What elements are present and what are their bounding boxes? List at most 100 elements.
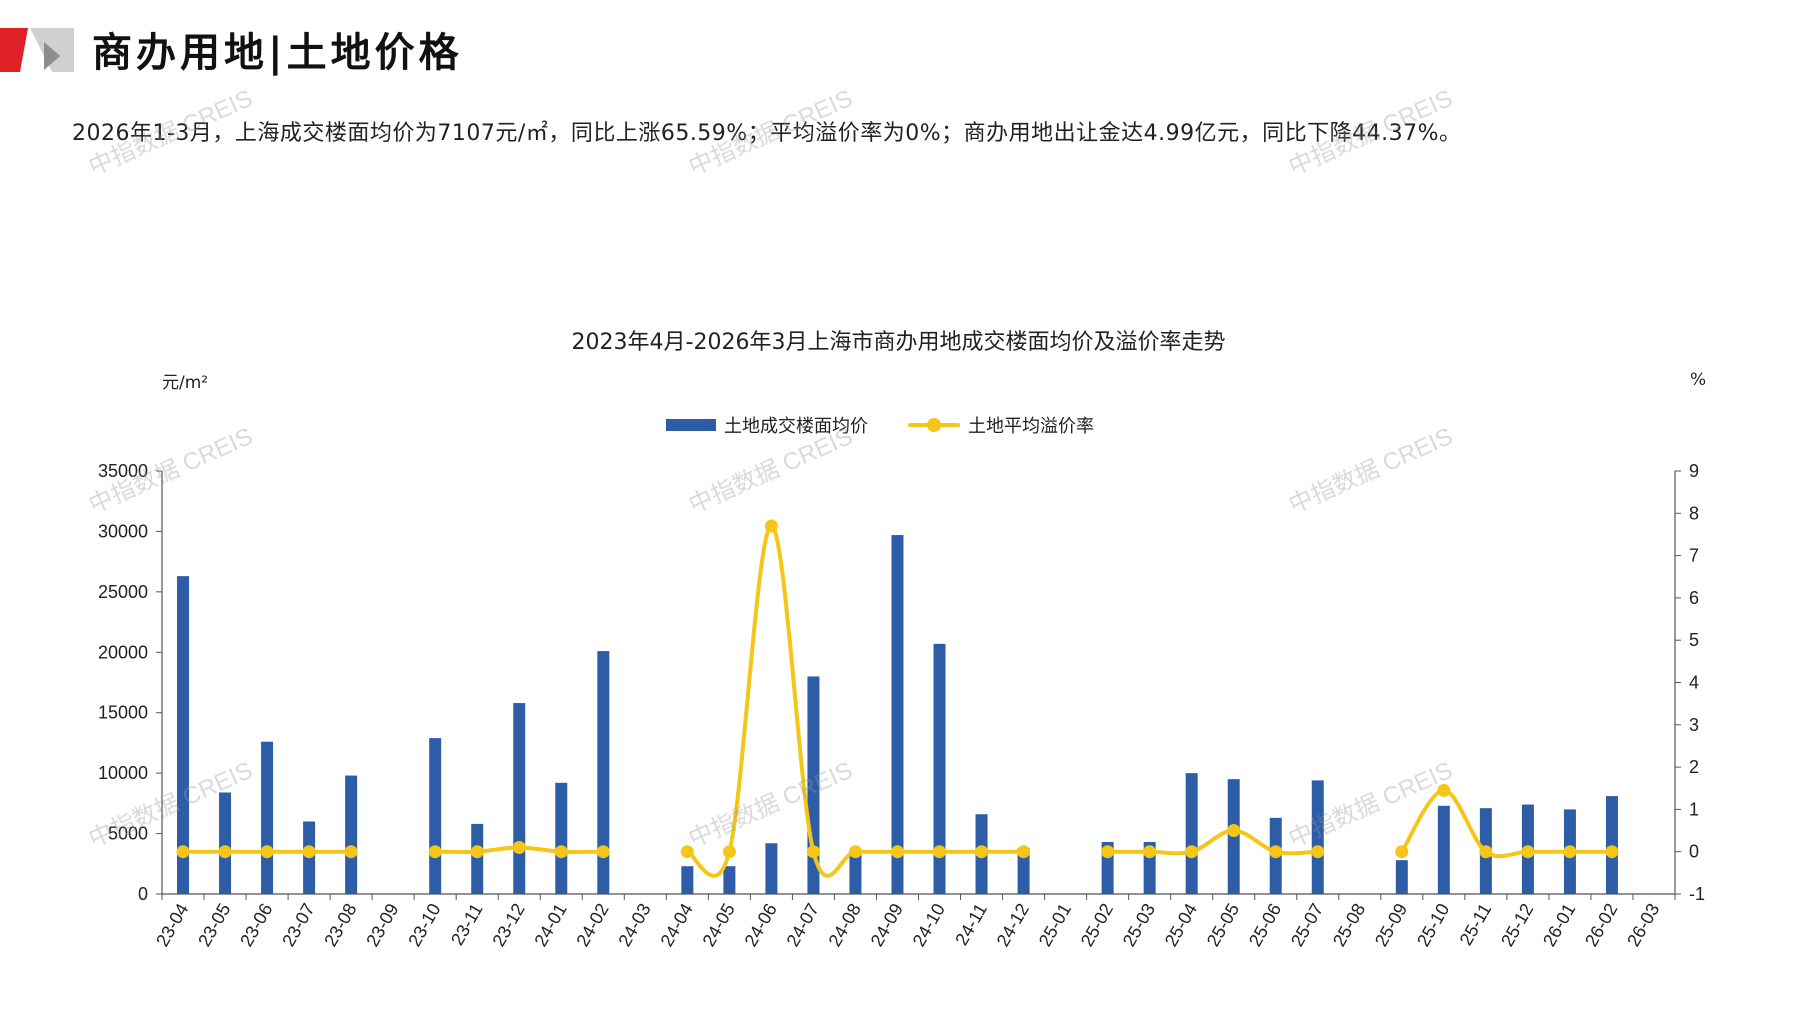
line-point — [1101, 845, 1115, 859]
bar — [219, 792, 232, 894]
x-tick-label: 23-11 — [447, 900, 487, 949]
y2-tick-label: 0 — [1689, 842, 1699, 862]
bar — [1185, 773, 1198, 894]
x-tick-label: 25-02 — [1077, 900, 1117, 950]
line-point — [1395, 845, 1409, 859]
line-series-path — [1400, 788, 1612, 859]
line-point — [1521, 845, 1535, 859]
line-point — [554, 845, 568, 859]
x-tick-label: 25-03 — [1119, 900, 1159, 950]
bar — [429, 738, 442, 894]
x-tick-label: 25-06 — [1245, 900, 1285, 950]
chart-legend: 土地成交楼面均价 土地平均溢价率 — [666, 410, 1094, 440]
x-tick-label: 24-02 — [572, 900, 612, 950]
line-point — [1143, 845, 1157, 859]
x-tick-label: 25-09 — [1371, 900, 1411, 950]
x-tick-label: 25-07 — [1287, 900, 1327, 950]
left-axis-unit: 元/m² — [162, 373, 209, 393]
bar — [933, 643, 946, 894]
line-point — [596, 845, 610, 859]
chart-title: 2023年4月-2026年3月上海市商办用地成交楼面均价及溢价率走势 — [571, 330, 1226, 355]
line-point — [344, 845, 358, 859]
x-tick-label: 25-01 — [1035, 900, 1075, 950]
line-point — [1017, 845, 1031, 859]
x-tick-label: 23-04 — [152, 900, 192, 950]
x-tick-label: 25-08 — [1329, 900, 1369, 950]
y2-tick-label: 7 — [1689, 546, 1699, 566]
bar — [1311, 780, 1324, 894]
x-tick-label: 24-06 — [741, 900, 781, 950]
x-tick-label: 26-03 — [1623, 900, 1663, 950]
y-tick-label: 0 — [138, 884, 148, 904]
legend-label-price: 土地成交楼面均价 — [724, 416, 868, 437]
line-point — [176, 845, 190, 859]
bar — [471, 823, 484, 894]
x-tick-label: 23-12 — [488, 900, 528, 950]
bar — [261, 741, 274, 894]
y-tick-label: 25000 — [98, 582, 148, 602]
x-tick-label: 23-10 — [404, 900, 444, 950]
x-tick-label: 23-07 — [278, 900, 318, 950]
legend-label-premium: 土地平均溢价率 — [968, 416, 1094, 437]
line-point — [1563, 845, 1577, 859]
y-tick-label: 10000 — [98, 763, 148, 783]
line-point — [260, 845, 274, 859]
x-tick-label: 24-12 — [993, 900, 1033, 950]
bar — [513, 703, 526, 894]
bar — [597, 651, 610, 894]
y2-tick-label: 1 — [1689, 799, 1699, 819]
line-point — [1269, 845, 1283, 859]
y2-tick-label: 3 — [1689, 715, 1699, 735]
y-tick-label: 5000 — [108, 824, 148, 844]
page-title: 商办用地|土地价格 — [92, 30, 463, 76]
y2-tick-label: 6 — [1689, 588, 1699, 608]
summary-text: 2026年1-3月，上海成交楼面均价为7107元/㎡，同比上涨65.59%；平均… — [72, 121, 1462, 146]
x-tick-label: 24-01 — [530, 900, 570, 950]
bar — [1437, 805, 1450, 894]
line-point — [302, 845, 316, 859]
bar — [765, 843, 778, 894]
y-tick-label: 15000 — [98, 703, 148, 723]
y-tick-label: 35000 — [98, 461, 148, 481]
y-tick-label: 30000 — [98, 521, 148, 541]
bar — [555, 782, 568, 894]
x-tick-label: 23-09 — [362, 900, 402, 950]
x-tick-label: 24-08 — [825, 900, 865, 950]
bar — [681, 866, 694, 894]
line-point — [975, 845, 989, 859]
legend-line-swatch — [908, 418, 960, 432]
line-point — [1479, 845, 1493, 859]
y2-tick-label: 5 — [1689, 630, 1699, 650]
line-point — [722, 845, 736, 859]
right-axis-unit: % — [1690, 370, 1707, 390]
y2-tick-label: 9 — [1689, 461, 1699, 481]
y2-tick-label: 8 — [1689, 503, 1699, 523]
x-tick-label: 24-04 — [656, 900, 696, 950]
brand-logo-mark — [0, 28, 74, 72]
y2-tick-label: 4 — [1689, 673, 1699, 693]
line-point — [680, 845, 694, 859]
line-point — [933, 845, 947, 859]
line-point — [470, 845, 484, 859]
x-tick-label: 24-03 — [614, 900, 654, 950]
x-tick-label: 26-02 — [1581, 900, 1621, 950]
x-tick-label: 26-01 — [1539, 900, 1579, 950]
line-point — [890, 845, 904, 859]
bar — [1605, 796, 1618, 894]
y2-tick-label: -1 — [1689, 884, 1705, 904]
bar — [1017, 848, 1030, 894]
line-point — [1311, 845, 1325, 859]
line-point — [218, 845, 232, 859]
x-tick-label: 25-12 — [1497, 900, 1537, 950]
y-tick-label: 20000 — [98, 642, 148, 662]
x-tick-label: 24-07 — [783, 900, 823, 950]
bar — [891, 535, 904, 894]
x-tick-label: 23-08 — [320, 900, 360, 950]
bar — [849, 850, 862, 894]
x-tick-label: 25-10 — [1413, 900, 1453, 950]
line-point — [848, 845, 862, 859]
x-tick-label: 24-10 — [909, 900, 949, 950]
line-point — [1437, 783, 1451, 797]
x-tick-label: 23-05 — [194, 900, 234, 950]
